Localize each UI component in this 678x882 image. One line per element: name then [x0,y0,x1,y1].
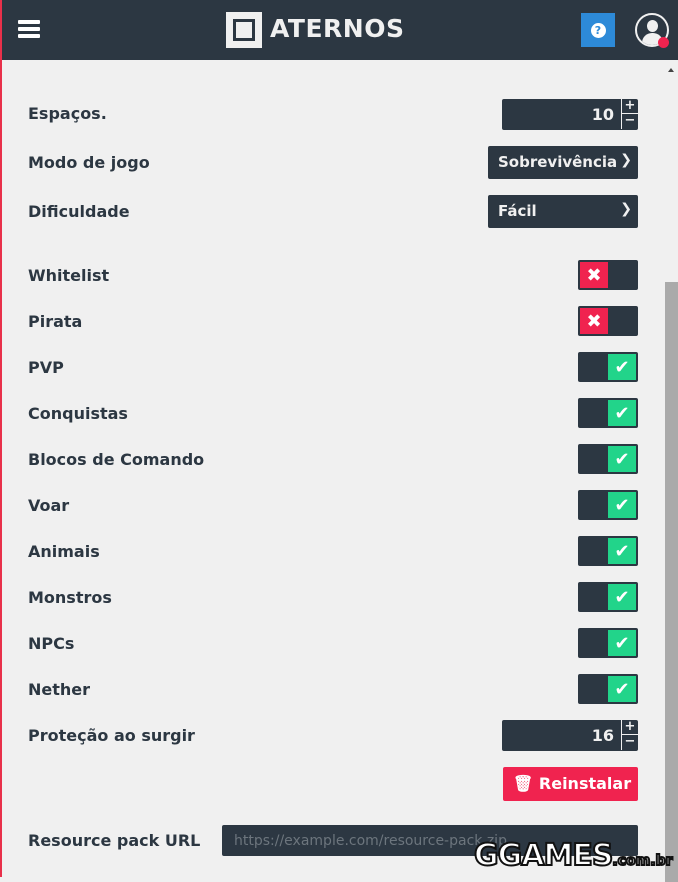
toggle-conquistas[interactable]: ✔ [578,398,638,428]
chevron-down-icon: ❯ [620,152,632,168]
decrement-button[interactable]: − [621,114,638,129]
toggle-label: Animais [28,542,100,561]
reinstall-label: Reinstalar [538,774,632,793]
difficulty-value: Fácil [498,202,537,220]
aternos-logo-icon[interactable] [226,12,262,48]
gamemode-select[interactable]: Sobrevivência ❯ [488,146,638,179]
decrement-button[interactable]: − [621,735,638,750]
toggle-whitelist[interactable]: ✖ [578,260,638,290]
toggle-label: Pirata [28,312,83,331]
difficulty-select[interactable]: Fácil ❯ [488,195,638,228]
check-icon: ✔ [608,676,636,702]
trash-icon: 🗑 [513,774,534,793]
scroll-up-arrow[interactable] [668,68,674,72]
check-icon: ✔ [608,354,636,380]
increment-button[interactable]: + [621,99,638,114]
help-button[interactable]: ? [581,13,615,47]
toggle-label: Voar [28,496,70,515]
spawn-protection-stepper[interactable]: 16 + − [502,720,638,751]
toggle-blocos-de-comando[interactable]: ✔ [578,444,638,474]
user-avatar[interactable] [635,13,669,47]
toggle-pvp[interactable]: ✔ [578,352,638,382]
slots-value[interactable]: 10 [591,105,614,124]
toggle-monstros[interactable]: ✔ [578,582,638,612]
check-icon: ✔ [608,538,636,564]
gamemode-label: Modo de jogo [28,153,150,172]
toggle-label: Blocos de Comando [28,450,205,469]
check-icon: ✔ [608,492,636,518]
toggle-label: PVP [28,358,64,377]
toggle-label: Whitelist [28,266,110,285]
toggle-npcs[interactable]: ✔ [578,628,638,658]
scrollbar-thumb[interactable] [665,282,678,882]
toggle-label: Monstros [28,588,112,607]
check-icon: ✔ [608,446,636,472]
header: ATERNOS ? [2,0,678,60]
spawn-protection-value[interactable]: 16 [591,726,614,745]
notification-dot [658,37,669,48]
slots-stepper[interactable]: 10 + − [502,99,638,130]
resource-pack-input[interactable] [222,825,638,856]
difficulty-label: Dificuldade [28,202,130,221]
toggle-label: Nether [28,680,91,699]
help-icon: ? [590,22,606,38]
spawn-protection-label: Proteção ao surgir [28,726,195,745]
toggle-label: NPCs [28,634,75,653]
slots-label: Espaços. [28,104,107,123]
check-icon: ✔ [608,630,636,656]
toggle-label: Conquistas [28,404,128,423]
toggle-voar[interactable]: ✔ [578,490,638,520]
check-icon: ✔ [608,400,636,426]
x-icon: ✖ [580,262,608,288]
gamemode-value: Sobrevivência [498,153,618,171]
resource-pack-label: Resource pack URL [28,831,201,850]
check-icon: ✔ [608,584,636,610]
toggle-nether[interactable]: ✔ [578,674,638,704]
toggle-pirata[interactable]: ✖ [578,306,638,336]
ggames-watermark: GGAMES.com.br [473,837,674,874]
brand-name[interactable]: ATERNOS [270,14,405,43]
reinstall-button[interactable]: 🗑 Reinstalar [503,767,638,801]
menu-icon[interactable] [18,20,40,38]
toggle-animais[interactable]: ✔ [578,536,638,566]
chevron-down-icon: ❯ [620,201,632,217]
x-icon: ✖ [580,308,608,334]
increment-button[interactable]: + [621,720,638,735]
